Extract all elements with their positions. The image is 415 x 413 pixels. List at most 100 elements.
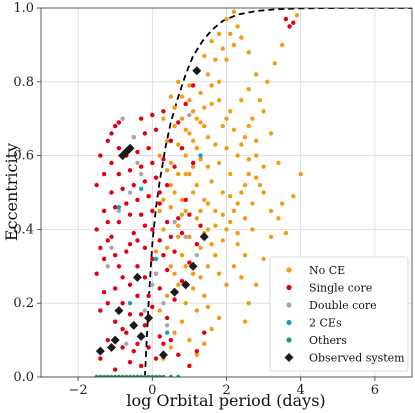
single-core-point <box>127 360 133 365</box>
no-ce-point <box>164 138 170 144</box>
single-core-point <box>164 219 170 225</box>
single-core-point <box>116 219 122 225</box>
single-core-point <box>172 249 177 254</box>
single-core-point <box>138 363 144 369</box>
double-core-point <box>127 190 133 195</box>
single-core-point <box>109 131 114 136</box>
no-ce-point <box>157 208 162 214</box>
2-ces-point <box>164 330 170 335</box>
single-core-point <box>172 164 177 169</box>
no-ce-point <box>157 153 162 158</box>
no-ce-point <box>213 142 218 147</box>
others-point <box>124 374 129 377</box>
no-ce-point <box>183 264 188 269</box>
no-ce-point <box>216 315 222 321</box>
single-core-point <box>109 234 114 239</box>
no-ce-point <box>213 208 218 214</box>
single-core-point <box>113 319 118 324</box>
single-core-point <box>287 24 292 29</box>
observed-system-point <box>199 232 209 242</box>
single-core-point <box>283 16 289 22</box>
observed-system-point <box>192 66 202 76</box>
legend-label-double-core: Double core <box>309 299 377 312</box>
no-ce-point <box>242 216 248 221</box>
no-ce-point <box>250 227 255 232</box>
no-ce-point <box>253 282 259 287</box>
others-point <box>109 374 114 377</box>
double-core-point <box>109 245 114 251</box>
others-point <box>116 374 122 377</box>
single-core-point <box>153 356 159 361</box>
no-ce-point <box>224 282 229 287</box>
single-core-point <box>202 330 207 335</box>
no-ce-point <box>272 61 277 66</box>
no-ce-point <box>198 120 203 125</box>
no-ce-point <box>220 123 225 129</box>
no-ce-point <box>294 13 300 18</box>
single-core-point <box>98 245 103 251</box>
single-core-point <box>127 312 133 317</box>
no-ce-point <box>164 168 170 173</box>
no-ce-point <box>246 123 251 129</box>
no-ce-point <box>168 160 174 166</box>
no-ce-point <box>257 182 263 188</box>
no-ce-point <box>220 46 225 51</box>
no-ce-point <box>253 153 259 158</box>
no-ce-point <box>176 282 181 287</box>
no-ce-point <box>216 271 222 276</box>
no-ce-point <box>168 205 174 210</box>
no-ce-point <box>239 142 244 147</box>
no-ce-point <box>179 212 185 217</box>
double-core-point <box>153 271 159 276</box>
no-ce-point <box>298 171 303 177</box>
double-core-point <box>183 234 188 239</box>
legend-box <box>269 256 409 372</box>
others-point <box>113 374 118 377</box>
single-core-point <box>176 216 181 221</box>
legend: No CE Single core Double core 2 CEs Others Ob… <box>269 256 409 372</box>
single-core-point <box>120 345 125 350</box>
single-core-point <box>291 20 296 25</box>
no-ce-point <box>209 241 214 247</box>
no-ce-point <box>261 164 266 169</box>
y-tick-label: 0.6 <box>13 149 34 164</box>
no-ce-point <box>235 230 240 236</box>
others-point <box>131 374 136 377</box>
no-ce-point <box>213 223 218 228</box>
no-ce-point <box>172 190 177 195</box>
single-core-point <box>105 138 110 144</box>
no-ce-point <box>161 116 166 121</box>
y-axis-label: Eccentricity <box>2 143 21 241</box>
dashed-boundary-curve <box>144 8 412 377</box>
no-ce-point <box>198 90 203 96</box>
single-core-point <box>157 190 162 195</box>
no-ce-point <box>194 308 200 313</box>
no-ce-point <box>253 175 259 180</box>
no-ce-point <box>194 352 200 358</box>
no-ce-point <box>190 190 196 195</box>
y-tick-label: 0.2 <box>13 296 34 311</box>
no-ce-point <box>224 146 229 151</box>
no-ce-point <box>202 197 207 203</box>
no-ce-point <box>235 201 240 206</box>
no-ce-point <box>220 190 225 195</box>
no-ce-point <box>205 201 211 206</box>
single-core-point <box>135 238 140 243</box>
no-ce-point <box>198 208 203 214</box>
no-ce-point <box>176 234 181 239</box>
no-ce-point <box>209 179 214 184</box>
single-core-point <box>161 109 166 114</box>
no-ce-point <box>246 50 251 55</box>
no-ce-point <box>246 86 251 92</box>
single-core-point <box>146 146 151 151</box>
no-ce-point <box>183 153 188 158</box>
no-ce-point <box>235 153 240 158</box>
no-ce-point <box>250 116 255 121</box>
no-ce-point <box>209 326 214 332</box>
single-core-point <box>168 234 174 239</box>
no-ce-point <box>202 123 207 129</box>
x-tick-label: 4 <box>297 383 305 398</box>
x-tick-label: 2 <box>222 383 230 398</box>
double-core-point <box>172 219 177 225</box>
